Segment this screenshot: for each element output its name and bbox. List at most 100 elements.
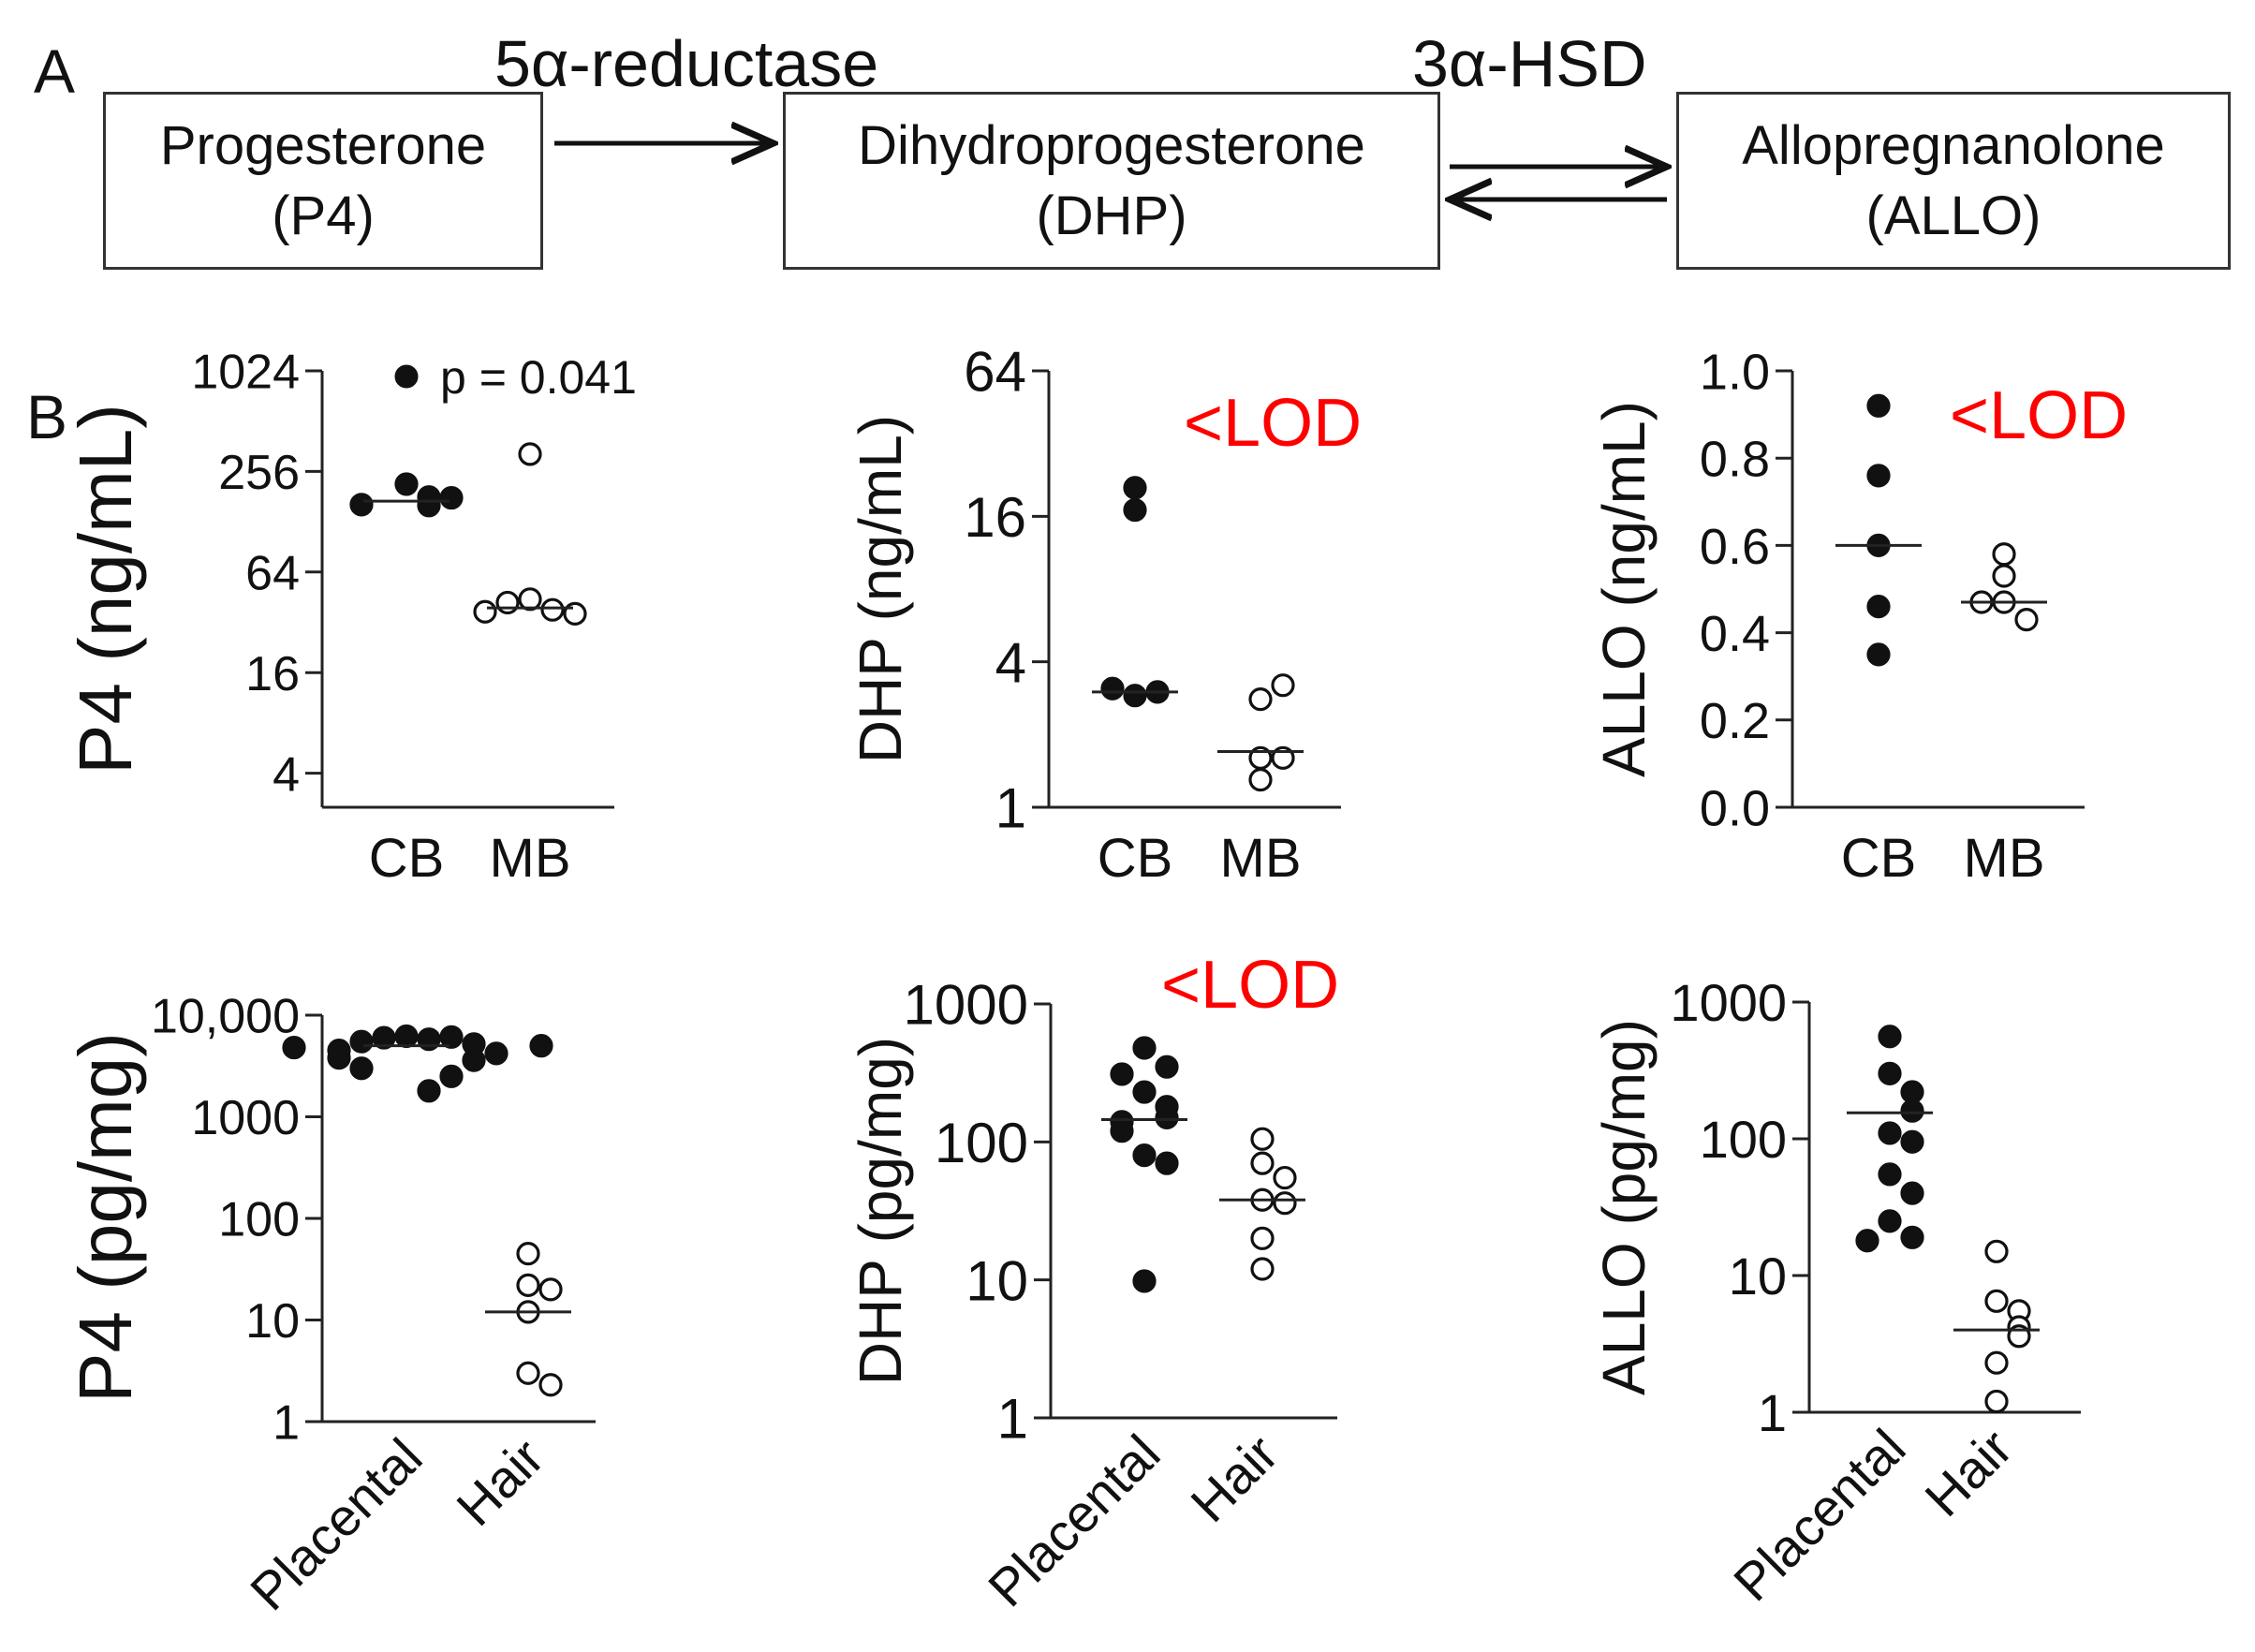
data-point [394,1024,419,1049]
data-point [473,599,497,624]
allopregnanolone-name: Allopregnanolone [1742,114,2165,176]
lod-annotation: <LOD [1184,386,1362,461]
data-point [1155,1151,1179,1175]
y-tick-label: 64 [964,341,1026,404]
y-tick-label: 10 [245,1294,300,1349]
y-tick-label: 16 [245,647,300,701]
y-tick-label: 1.0 [1700,344,1770,400]
data-point [1123,497,1147,523]
x-category-label: Placental [1722,1418,1916,1612]
data-point [1250,1226,1275,1250]
data-point [1132,1269,1157,1293]
dihydroprogesterone-abbr: (DHP) [1036,185,1187,246]
data-point [1984,1389,2009,1414]
x-category-label: Placental [239,1427,433,1621]
x-category-label: MB [490,828,571,889]
data-point [1273,1191,1297,1216]
data-point [1878,1209,1902,1233]
y-axis-title: DHP (ng/mL) [847,415,914,763]
chart-p4_tissue: 10,000 1000 100 10 1 P4 (pg/mg) Placental Hair [64,990,596,1621]
y-axis-title: P4 (ng/mL) [64,404,147,774]
data-point [1155,1105,1179,1129]
dihydroprogesterone-box: Dihydroprogesterone (DHP) [783,92,1440,270]
y-axis-title: P4 (pg/mg) [64,1032,147,1403]
y-tick-label: 1 [995,777,1026,840]
y-tick-label: 1 [997,1388,1028,1451]
y-axis-title: ALLO (pg/mg) [1590,1019,1658,1395]
data-point [1132,1080,1157,1104]
y-tick-label: 4 [995,631,1026,694]
data-point [1123,476,1147,500]
chart-dhp_blood: 64 16 4 1 DHP (ng/mL) CB MB <LOD [847,341,1362,889]
data-point [516,1242,540,1266]
y-tick-label: 0.4 [1700,606,1770,662]
y-tick-label: 1000 [1670,973,1787,1032]
y-tick-label: 0.0 [1700,780,1770,836]
progesterone-box: Progesterone (P4) [103,92,543,270]
y-tick-label: 1000 [191,1091,300,1145]
x-category-label: MB [1964,828,2045,889]
data-point [495,590,520,615]
data-point [1132,1143,1157,1168]
y-tick-label: 0.6 [1700,519,1770,575]
x-category-label: CB [369,828,445,889]
data-point [1110,1119,1134,1143]
data-point [1866,595,1891,619]
data-point [516,1361,540,1385]
y-tick-label: 1000 [904,974,1028,1037]
x-category-label: Placental [977,1423,1171,1617]
x-category-label: CB [1841,828,1917,889]
data-point [1100,676,1125,701]
data-point [1866,642,1891,667]
data-point [394,472,419,496]
data-point [439,485,464,510]
data-point [2014,608,2039,632]
x-category-label: Hair [445,1427,554,1537]
data-point [1132,1036,1157,1060]
data-point [1273,1165,1297,1190]
y-tick-label: 100 [1700,1110,1787,1169]
chart-dhp_tissue: 1000 100 10 1 DHP (pg/mg) Placental Hair <LOD [847,948,1339,1617]
x-category-label: Hair [1179,1423,1289,1533]
progesterone-abbr: (P4) [272,185,375,246]
enzyme-5a-reductase: 5α-reductase [494,27,879,100]
lod-annotation: <LOD [1161,948,1339,1023]
data-point [1984,1350,2009,1375]
progesterone-name: Progesterone [159,114,487,176]
enzyme-3a-hsd: 3α-HSD [1412,27,1647,100]
data-point [349,1029,374,1054]
panel-b-label: B [26,382,67,451]
data-point [372,1025,396,1050]
data-point [1866,464,1891,488]
data-point [439,1025,464,1049]
panel-a-label: A [34,37,76,106]
data-point [538,1277,563,1302]
data-point [349,493,374,517]
data-point [1992,542,2016,567]
data-point [516,1273,540,1297]
chart-p4_blood: 1024 256 64 16 4 P4 (ng/mL) CB MB p = 0.041 [64,346,637,889]
data-point [529,1034,553,1058]
data-point [1992,564,2016,588]
data-point [1900,1099,1924,1123]
data-point [439,1064,464,1088]
legend-marker [394,364,419,389]
data-point [1878,1025,1902,1049]
data-point [1155,1055,1179,1079]
lod-annotation: <LOD [1950,378,2128,453]
y-tick-label: 64 [245,547,300,601]
y-tick-label: 1 [1758,1383,1787,1442]
data-point [518,442,542,466]
allopregnanolone-abbr: (ALLO) [1865,185,2041,246]
y-tick-label: 0.2 [1700,693,1770,749]
y-tick-label: 10,000 [151,990,300,1044]
data-point [1855,1229,1879,1253]
data-point [538,1373,563,1397]
data-point [417,1079,441,1103]
data-point [1900,1129,1924,1154]
data-point [1123,684,1147,708]
y-tick-label: 1 [273,1396,300,1451]
data-point [327,1045,351,1070]
y-tick-label: 4 [273,747,300,802]
